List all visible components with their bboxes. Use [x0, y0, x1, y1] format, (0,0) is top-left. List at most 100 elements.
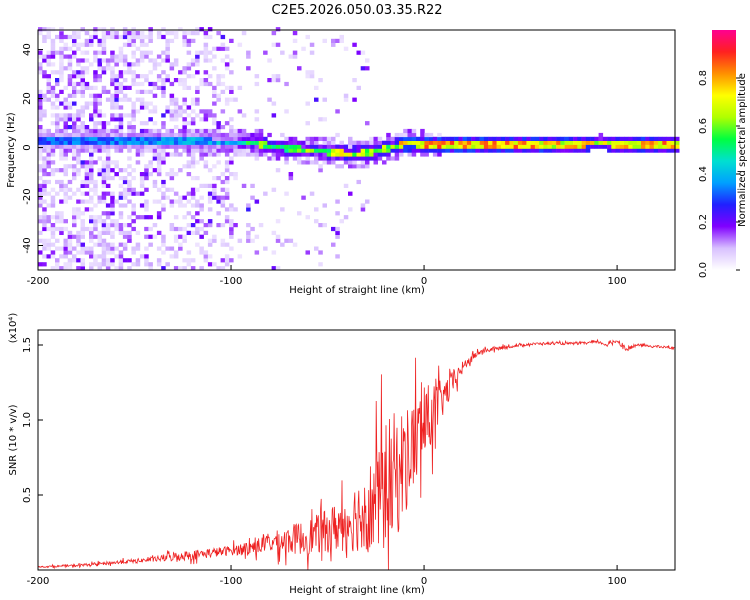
spectrogram-cell	[161, 132, 166, 138]
spectrogram-cell	[386, 132, 391, 138]
spectrogram-cell	[144, 215, 149, 220]
spectrogram-cell	[89, 266, 94, 271]
spectrogram-cell	[216, 160, 221, 165]
spectrogram-cell	[110, 50, 115, 55]
spectrogram-cell	[246, 136, 251, 141]
spectrogram-cell	[89, 168, 94, 173]
spectrogram-cell	[76, 46, 81, 51]
spectrogram-cell	[399, 136, 404, 141]
spectrogram-cell	[101, 31, 107, 36]
spectrogram-cell	[207, 223, 213, 228]
spectrogram-cell	[335, 109, 340, 114]
spectrogram-cell	[63, 34, 68, 40]
spectrogram-cell	[63, 168, 68, 173]
spectrogram-cell	[135, 246, 141, 251]
spectrogram-cell	[63, 199, 68, 204]
spectrogram-cell	[488, 148, 493, 153]
spectrogram-cell	[233, 136, 238, 141]
spectrogram-cell	[67, 74, 73, 79]
spectrogram-cell	[110, 58, 115, 63]
spectrogram-cell	[416, 144, 421, 149]
spectrogram-cell	[139, 74, 145, 79]
spectrogram-cell	[63, 144, 68, 149]
spectrogram-cell	[80, 234, 85, 239]
spectrogram-cell	[84, 183, 90, 188]
spectrogram-cell	[505, 144, 510, 149]
spectrogram-cell	[46, 50, 51, 55]
spectrogram-cell	[356, 85, 361, 90]
spectrogram-cell	[59, 31, 64, 36]
spectrogram-cell	[190, 58, 196, 63]
spectrogram-cell	[190, 215, 196, 220]
spectrogram-cell	[182, 144, 187, 149]
spectrogram-cell	[114, 219, 119, 224]
spectrogram-cell	[233, 152, 238, 157]
spectrogram-cell	[97, 136, 102, 141]
spectrogram-cell	[203, 132, 209, 138]
spectrogram-cell	[224, 262, 230, 267]
spectrogram-cell	[335, 230, 340, 235]
spectrogram-cell	[237, 144, 243, 149]
spectrogram-cell	[458, 144, 463, 149]
spectrogram-cell	[80, 105, 85, 110]
spectrogram-cell	[500, 144, 506, 149]
spectrogram-cell	[297, 152, 302, 157]
spectrogram-cell	[144, 140, 149, 145]
spectrogram-cell	[233, 140, 238, 145]
spectrogram-cell	[360, 148, 366, 153]
spectrogram-cell	[152, 140, 158, 145]
spectrogram-cell	[105, 160, 111, 165]
spectrogram-cell	[190, 144, 196, 149]
spectrogram-cell	[148, 242, 153, 247]
spectrogram-cell	[292, 50, 298, 55]
spectrogram-cell	[212, 132, 217, 138]
spectrogram-cell	[80, 246, 85, 251]
spectrogram-cell	[297, 160, 302, 165]
spectrogram-cell	[89, 144, 94, 149]
spectrogram-cell	[220, 258, 226, 263]
spectrogram-cell	[241, 183, 247, 188]
spectrogram-cell	[101, 172, 107, 177]
spectrogram-cell	[63, 195, 68, 200]
spectrogram-cell	[50, 250, 56, 255]
spectrogram-cell	[212, 46, 217, 51]
spectrogram-cell	[127, 125, 132, 130]
spectrogram-cell	[148, 117, 153, 122]
spectrogram-cell	[229, 207, 234, 212]
spectrogram-cell	[178, 132, 183, 138]
spectrogram-cell	[522, 148, 527, 153]
spectrogram-cell	[365, 58, 370, 63]
spectrogram-cell	[322, 97, 327, 102]
spectrogram-cell	[309, 74, 315, 79]
spectrogram-cell	[224, 62, 230, 67]
spectrogram-cell	[114, 101, 119, 106]
spectrogram-cell	[539, 148, 544, 153]
spectrogram-cell	[46, 238, 51, 243]
spectrogram-cell	[186, 132, 192, 138]
spectrogram-cell	[97, 156, 102, 161]
spectrogram-cell	[339, 148, 344, 153]
spectrogram-cell	[42, 74, 47, 79]
spectrogram-cell	[675, 136, 680, 141]
spectrogram-cell	[89, 207, 94, 212]
spectrogram-cell	[246, 152, 251, 157]
spectrogram-y-tick-label: 20	[22, 92, 33, 105]
spectrogram-cell	[309, 42, 315, 47]
spectrogram-cell	[152, 132, 158, 138]
spectrogram-cell	[50, 105, 56, 110]
spectrogram-cell	[305, 74, 310, 79]
spectrogram-cell	[169, 66, 175, 71]
spectrogram-cell	[67, 93, 73, 98]
spectrogram-cell	[598, 132, 604, 138]
spectrogram-cell	[581, 140, 587, 145]
spectrogram-cell	[114, 58, 119, 63]
spectrogram-cell	[246, 50, 251, 55]
spectrogram-cell	[127, 172, 132, 177]
spectrogram-cell	[55, 211, 60, 216]
spectrogram-cell	[101, 27, 107, 32]
spectrogram-cell	[135, 215, 141, 220]
spectrogram-cell	[365, 144, 370, 149]
spectrogram-cell	[89, 250, 94, 255]
spectrogram-cell	[93, 148, 98, 153]
